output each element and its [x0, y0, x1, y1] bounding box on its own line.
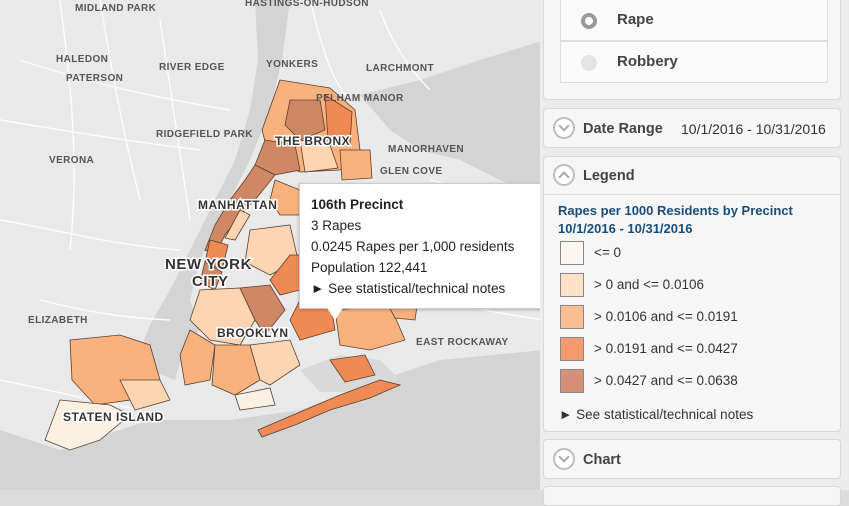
- tooltip-pointer: [327, 308, 343, 320]
- chart-section[interactable]: Chart: [543, 439, 841, 479]
- place-label: MANORHAVEN: [388, 144, 464, 155]
- chart-label: Chart: [583, 452, 621, 468]
- city-label-line1: NEW YORK: [165, 256, 252, 273]
- place-label: HALEDON: [56, 54, 108, 65]
- borough-label-manhattan: MANHATTAN: [198, 198, 277, 212]
- place-label: PATERSON: [66, 73, 123, 84]
- hudson-river: [150, 0, 290, 340]
- option-label: Robbery: [617, 53, 678, 70]
- date-range-value: 10/1/2016 - 10/31/2016: [681, 121, 826, 137]
- legend-notes-link[interactable]: ► See statistical/technical notes: [559, 407, 754, 422]
- borough-label-brooklyn: BROOKLYN: [217, 326, 289, 340]
- option-robbery[interactable]: Robbery: [560, 41, 828, 83]
- radio-unselected-icon[interactable]: [581, 55, 597, 71]
- city-label-line2: CITY: [192, 273, 229, 290]
- place-label: MIDLAND PARK: [75, 3, 157, 14]
- legend-title: Rapes per 1000 Residents by Precinct 10/…: [558, 202, 838, 238]
- place-label: ELIZABETH: [28, 315, 88, 326]
- place-label: HASTINGS-ON-HUDSON: [245, 0, 369, 9]
- place-label: PELHAM MANOR: [316, 93, 404, 104]
- legend-label: > 0 and <= 0.0106: [594, 277, 704, 292]
- borough-label-staten-island: STATEN ISLAND: [63, 410, 164, 424]
- next-section[interactable]: [543, 486, 841, 506]
- place-label: EAST ROCKAWAY: [416, 337, 509, 348]
- tooltip-title: 106th Precinct: [311, 197, 404, 212]
- place-label: VERONA: [49, 155, 94, 166]
- tooltip-population: Population 122,441: [311, 260, 428, 275]
- legend-swatch: [560, 273, 584, 297]
- legend-label: > 0.0427 and <= 0.0638: [594, 373, 738, 388]
- borough-label-bronx: THE BRONX: [275, 134, 350, 148]
- legend-swatch: [560, 369, 584, 393]
- legend-divider: [544, 194, 840, 195]
- chevron-down-icon[interactable]: [553, 448, 575, 470]
- legend-label: > 0.0106 and <= 0.0191: [594, 309, 738, 324]
- legend-label: > 0.0191 and <= 0.0427: [594, 341, 738, 356]
- place-label: LARCHMONT: [366, 63, 434, 74]
- option-label: Rape: [617, 11, 654, 28]
- tooltip-notes-link[interactable]: ► See statistical/technical notes: [311, 281, 506, 296]
- chevron-up-icon[interactable]: [553, 164, 575, 186]
- legend-title-line1: Rapes per 1000 Residents by Precinct: [558, 203, 793, 218]
- place-label: YONKERS: [266, 59, 318, 70]
- legend-swatch: [560, 305, 584, 329]
- tooltip-rate: 0.0245 Rapes per 1,000 residents: [311, 239, 515, 254]
- place-label: GLEN COVE: [380, 166, 443, 177]
- legend-header[interactable]: Legend: [583, 168, 635, 184]
- radio-selected-icon[interactable]: [581, 13, 597, 29]
- upper-bay: [140, 300, 200, 380]
- date-range-section[interactable]: Date Range 10/1/2016 - 10/31/2016: [543, 108, 841, 148]
- atlantic-ocean: [0, 350, 545, 490]
- legend-title-line2: 10/1/2016 - 10/31/2016: [558, 221, 693, 236]
- place-label: RIDGEFIELD PARK: [156, 129, 253, 140]
- tooltip-count: 3 Rapes: [311, 218, 362, 233]
- legend-swatch: [560, 241, 584, 265]
- long-island-sound: [360, 40, 545, 200]
- legend-swatch: [560, 337, 584, 361]
- chevron-down-icon[interactable]: [553, 117, 575, 139]
- precinct-tooltip: 106th Precinct 3 Rapes 0.0245 Rapes per …: [299, 183, 549, 309]
- date-range-label: Date Range: [583, 121, 663, 137]
- side-panel: Rape Robbery Date Range 10/1/2016 - 10/3…: [540, 0, 849, 506]
- legend-section: Legend Rapes per 1000 Residents by Preci…: [543, 156, 841, 432]
- option-rape[interactable]: Rape: [560, 0, 828, 41]
- place-label: RIVER EDGE: [159, 62, 225, 73]
- legend-label: <= 0: [594, 245, 622, 260]
- road-network: [0, 0, 545, 411]
- crime-type-card: Rape Robbery: [543, 0, 841, 100]
